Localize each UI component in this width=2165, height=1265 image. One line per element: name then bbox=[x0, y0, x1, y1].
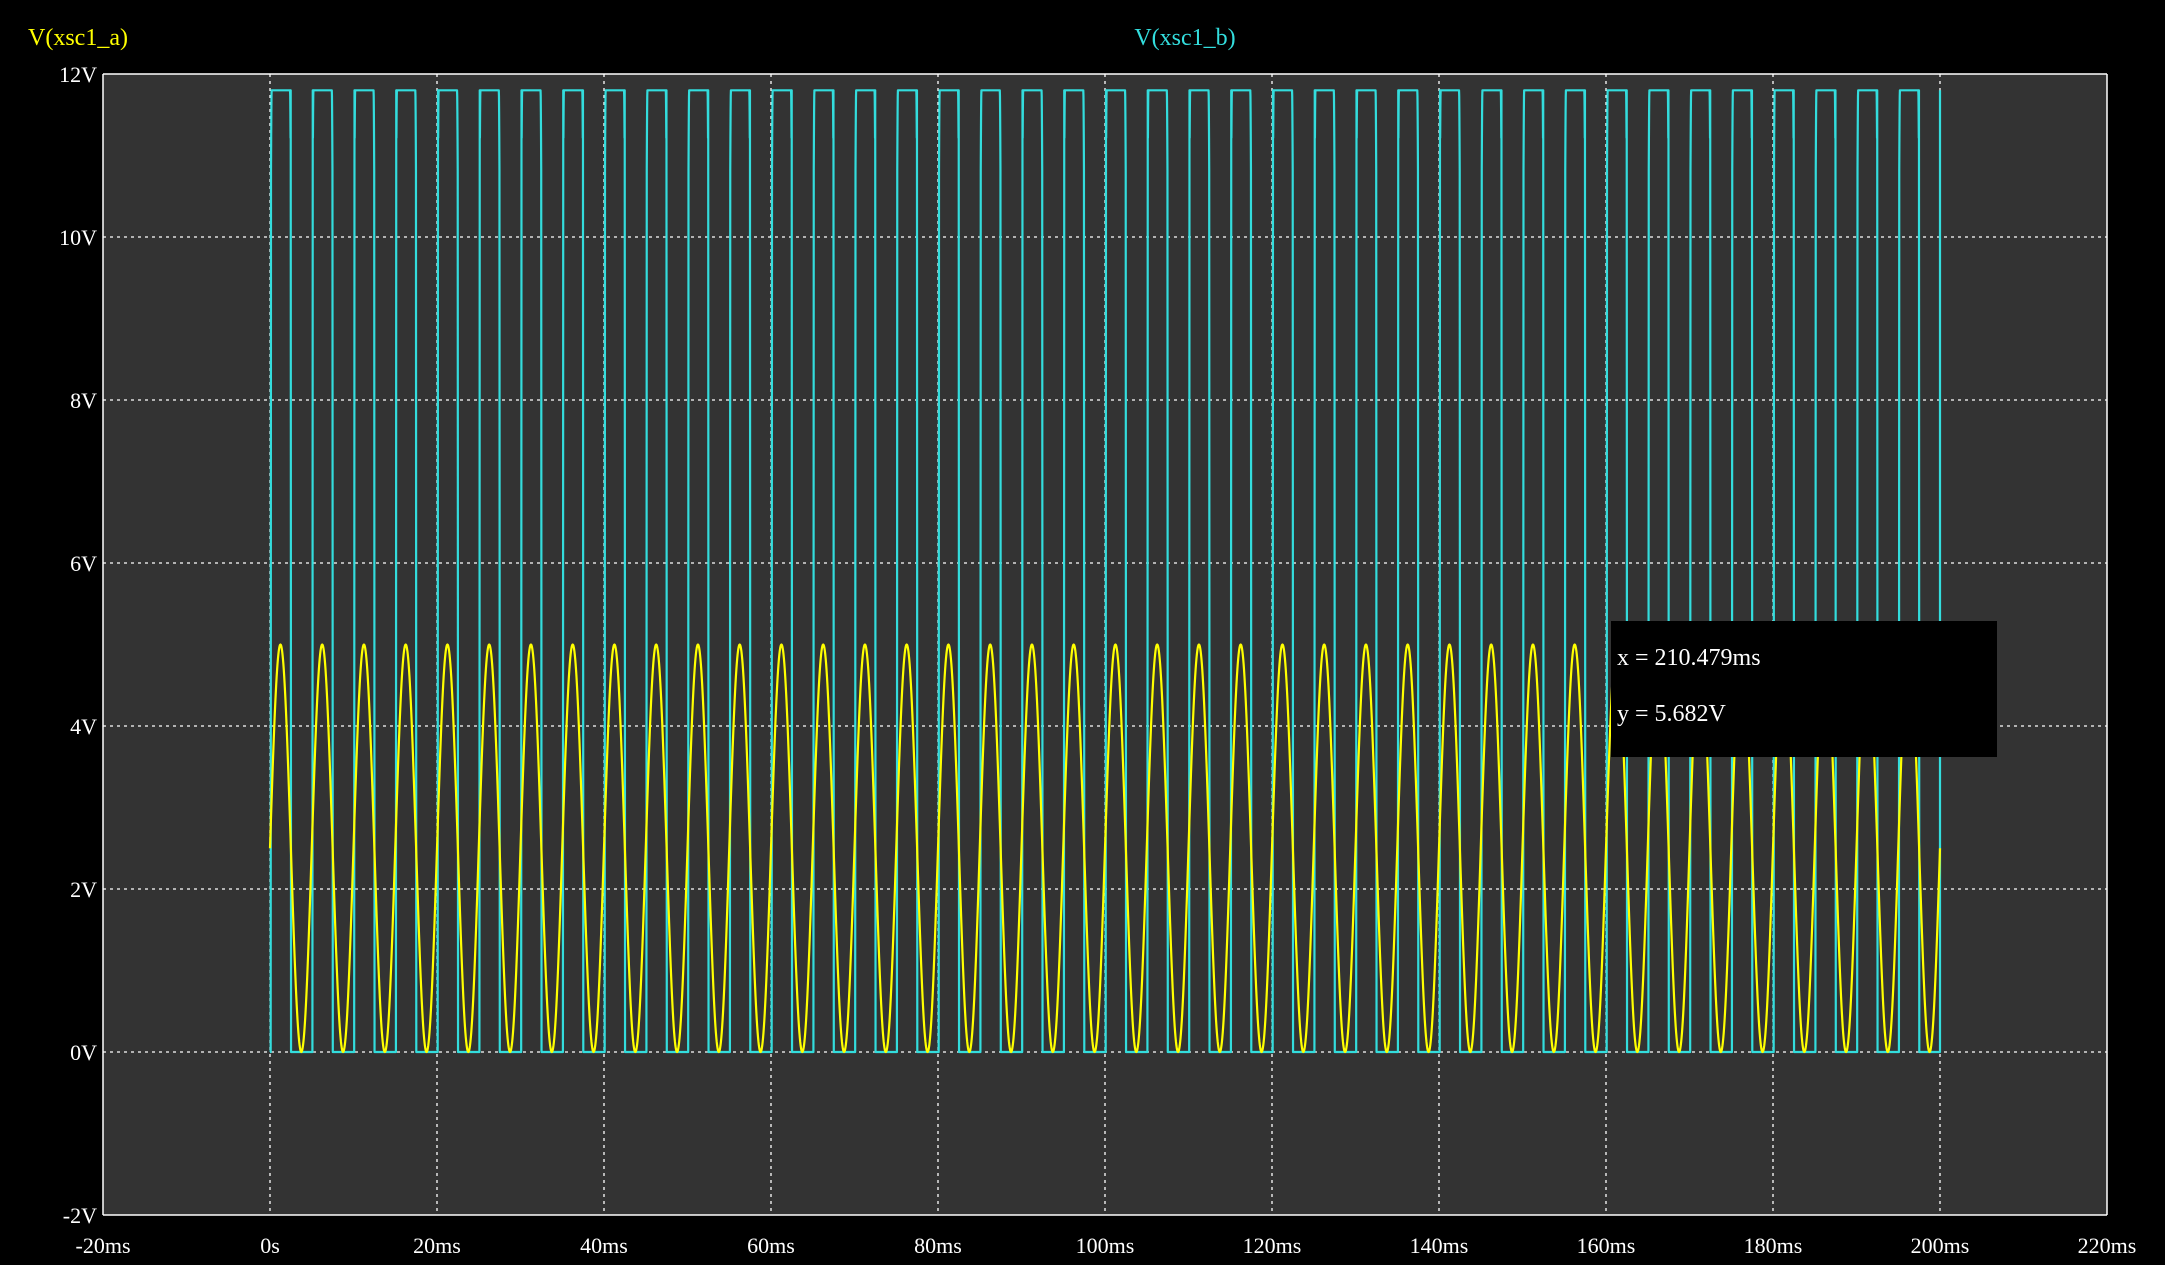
x-tick-label: 20ms bbox=[413, 1233, 461, 1258]
x-tick-label: 180ms bbox=[1744, 1233, 1803, 1258]
y-tick-label: 4V bbox=[70, 714, 97, 739]
x-tick-label: -20ms bbox=[76, 1233, 131, 1258]
x-tick-label: 120ms bbox=[1243, 1233, 1302, 1258]
series-a-title[interactable]: V(xsc1_a) bbox=[28, 25, 128, 51]
y-tick-label: 12V bbox=[59, 62, 97, 87]
y-axis-ticks: -2V 0V 2V 4V 6V 8V 10V 12V bbox=[59, 62, 97, 1228]
traces bbox=[268, 89, 1942, 1054]
y-tick-label: 6V bbox=[70, 551, 97, 576]
x-tick-label: 220ms bbox=[2078, 1233, 2137, 1258]
x-tick-label: 80ms bbox=[914, 1233, 962, 1258]
x-axis-ticks: -20ms 0s 20ms 40ms 60ms 80ms 100ms 120ms 140ms 16… bbox=[76, 1233, 2137, 1258]
y-tick-label: -2V bbox=[63, 1203, 97, 1228]
y-tick-label: 10V bbox=[59, 225, 97, 250]
y-tick-label: 2V bbox=[70, 877, 97, 902]
x-tick-label: 200ms bbox=[1911, 1233, 1970, 1258]
x-tick-label: 40ms bbox=[580, 1233, 628, 1258]
cursor-x-readout: x = 210.479ms bbox=[1617, 645, 1761, 671]
y-tick-label: 8V bbox=[70, 388, 97, 413]
cursor-readout-box: x = 210.479ms y = 5.682V bbox=[1611, 621, 1997, 757]
x-tick-label: 60ms bbox=[747, 1233, 795, 1258]
x-tick-label: 100ms bbox=[1076, 1233, 1135, 1258]
x-tick-label: 140ms bbox=[1410, 1233, 1469, 1258]
series-b-trace[interactable] bbox=[269, 89, 1942, 1054]
series-b-title[interactable]: V(xsc1_b) bbox=[1134, 25, 1235, 51]
x-tick-label: 0s bbox=[260, 1233, 280, 1258]
y-tick-label: 0V bbox=[70, 1040, 97, 1065]
x-tick-label: 160ms bbox=[1577, 1233, 1636, 1258]
cursor-y-readout: y = 5.682V bbox=[1617, 701, 1726, 727]
